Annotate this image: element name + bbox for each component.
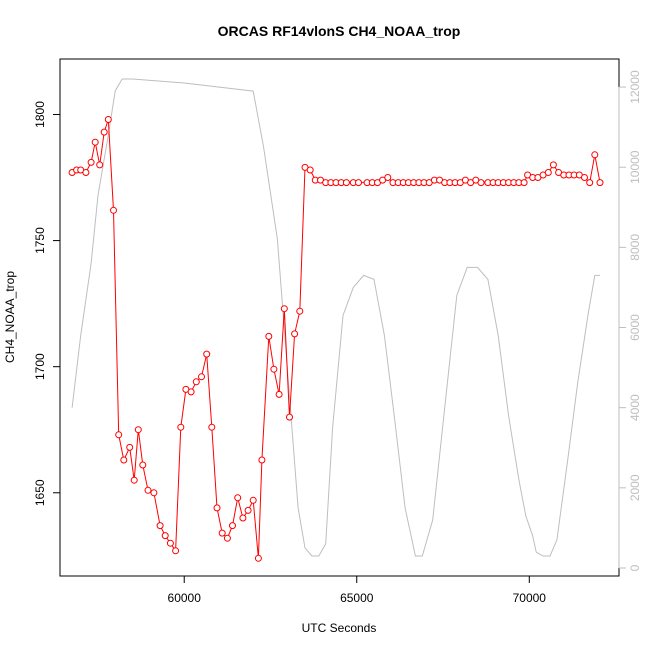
ch4-point bbox=[291, 330, 299, 338]
ch4-point bbox=[144, 486, 152, 494]
y-right-tick-label: 2000 bbox=[628, 474, 642, 501]
ch4-point bbox=[355, 179, 362, 187]
ch4-point bbox=[198, 373, 205, 381]
y-right-tick-label: 12000 bbox=[628, 70, 642, 104]
ch4-point bbox=[342, 179, 350, 187]
x-axis-label: UTC Seconds bbox=[302, 621, 377, 635]
y-tick-label: 1650 bbox=[33, 479, 47, 506]
ch4-point bbox=[120, 456, 128, 464]
ch4-point bbox=[520, 179, 528, 187]
y-right-tick-label: 4000 bbox=[628, 394, 642, 421]
y-tick-label: 1750 bbox=[33, 227, 47, 254]
ch4-point bbox=[296, 307, 304, 315]
ch4-point bbox=[591, 151, 599, 159]
ch4-point bbox=[115, 431, 123, 439]
ch4-point bbox=[549, 161, 557, 169]
ch4-point bbox=[280, 305, 288, 313]
ch4-point bbox=[249, 496, 257, 504]
ch4-point bbox=[91, 138, 99, 146]
ch4-point bbox=[254, 554, 262, 562]
plot-area bbox=[59, 58, 620, 577]
ch4-point bbox=[100, 128, 108, 136]
ch4-point bbox=[244, 506, 252, 514]
ch4-point bbox=[270, 365, 278, 373]
ch4-point bbox=[187, 388, 195, 396]
ch4-point bbox=[104, 116, 112, 123]
ch4-point bbox=[596, 179, 604, 187]
y-right-tick-label: 8000 bbox=[628, 234, 642, 261]
ch4-series bbox=[68, 116, 604, 562]
ch4-point bbox=[223, 534, 231, 542]
ch4-point bbox=[126, 443, 134, 451]
ch4-point bbox=[286, 413, 293, 421]
ch4-point bbox=[172, 547, 180, 555]
ch4-point bbox=[218, 529, 226, 537]
altitude-line bbox=[71, 78, 600, 557]
ch4-point bbox=[265, 332, 273, 340]
y-tick-label: 1800 bbox=[33, 101, 47, 128]
ch4-point bbox=[477, 179, 485, 187]
ch4-point bbox=[586, 179, 594, 187]
ch4-point bbox=[177, 423, 185, 431]
x-tick-label: 65000 bbox=[340, 591, 374, 605]
ch4-point bbox=[130, 476, 138, 484]
ch4-point bbox=[134, 426, 142, 434]
ch4-point bbox=[161, 532, 169, 540]
ch4-point bbox=[192, 378, 200, 386]
x-tick-label: 60000 bbox=[168, 591, 202, 605]
y-axis-right: 0 2000 4000 6000 8000 10000 12000 bbox=[618, 70, 642, 571]
ch4-point bbox=[213, 504, 221, 512]
y-right-tick-label: 6000 bbox=[628, 314, 642, 341]
y-axis-left: 1650 1700 1750 1800 bbox=[33, 101, 61, 506]
y-right-tick-label: 0 bbox=[628, 564, 642, 571]
ch4-point bbox=[203, 350, 211, 358]
ch4-point bbox=[166, 539, 174, 547]
ch4-point bbox=[96, 161, 104, 169]
ch4-point bbox=[306, 166, 314, 174]
ch4-point bbox=[139, 461, 147, 469]
ch4-point bbox=[275, 390, 283, 398]
x-tick-label: 70000 bbox=[513, 591, 547, 605]
y-tick-label: 1700 bbox=[33, 353, 47, 380]
altitude-series bbox=[71, 78, 600, 557]
ch4-point bbox=[581, 174, 588, 181]
ch4-point bbox=[87, 158, 95, 166]
ch4-point bbox=[258, 456, 266, 464]
y-right-tick-label: 10000 bbox=[628, 150, 642, 184]
ch4-point bbox=[110, 206, 117, 214]
ch4-point bbox=[208, 423, 216, 431]
ch4-point bbox=[229, 522, 236, 530]
x-axis: 60000 65000 70000 bbox=[168, 575, 547, 605]
ch4-point bbox=[384, 174, 392, 181]
ch4-point bbox=[150, 489, 158, 497]
ch4-point bbox=[239, 514, 247, 522]
ch4-point bbox=[156, 522, 164, 530]
ch4-point bbox=[234, 494, 242, 502]
chart-title: ORCAS RF14vlonS CH4_NOAA_trop bbox=[218, 23, 461, 39]
ch4-point bbox=[82, 169, 90, 176]
ch4-point bbox=[544, 169, 552, 176]
y-axis-label: CH4_NOAA_trop bbox=[3, 271, 17, 363]
